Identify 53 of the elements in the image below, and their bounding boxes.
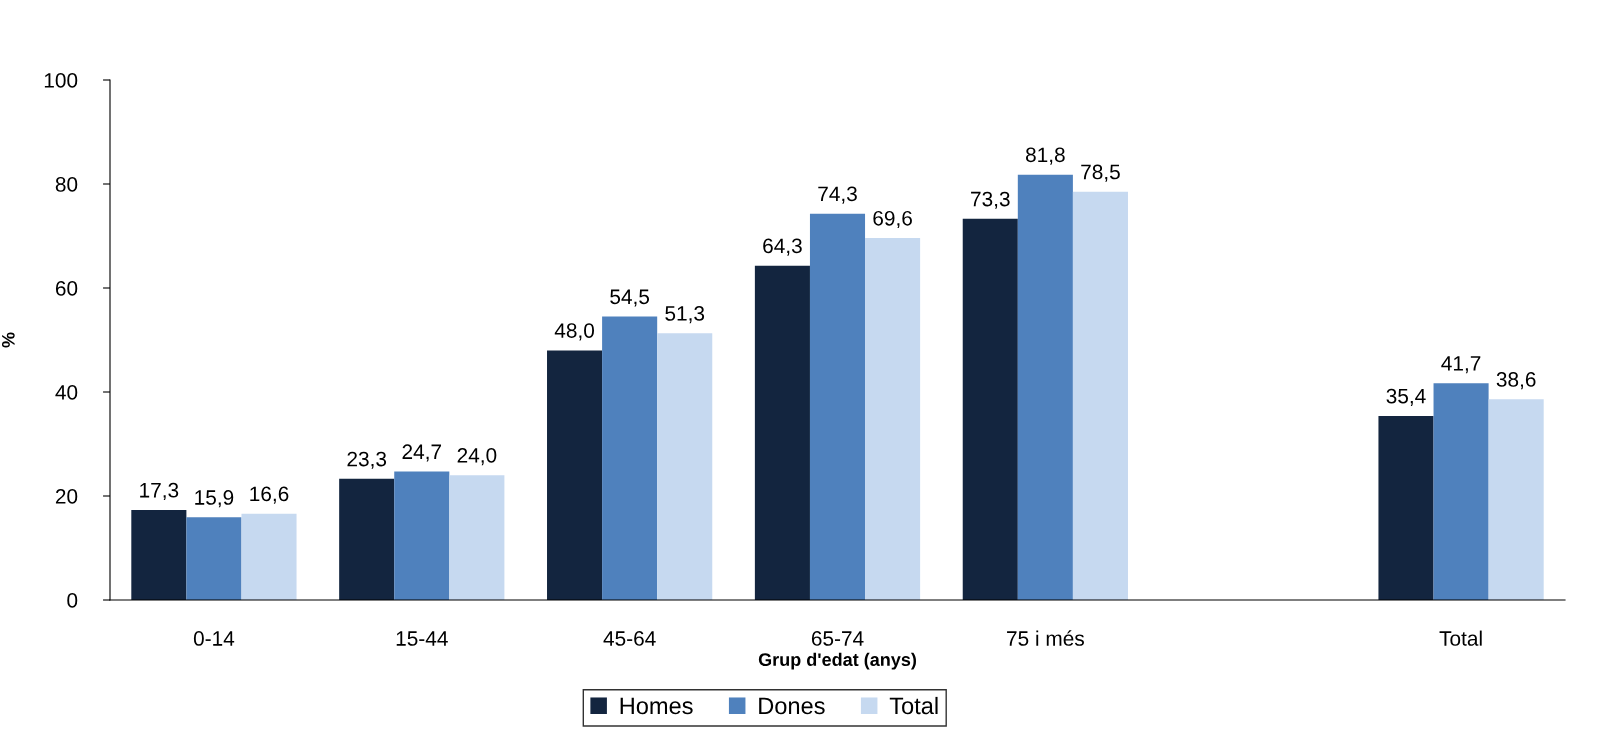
data-label: 17,3 [140, 482, 179, 501]
y-tick-label: 20 [55, 489, 78, 504]
y-tick-label: 40 [55, 385, 78, 400]
data-label: 23,3 [347, 451, 387, 469]
data-label: 24,7 [402, 444, 442, 462]
data-label: 16,6 [250, 486, 289, 504]
bar [449, 475, 505, 600]
data-label: 35,4 [1386, 388, 1426, 406]
y-axis-title: % [1, 332, 15, 348]
bar [241, 513, 297, 600]
data-label: 38,6 [1496, 372, 1536, 390]
x-axis-title: Grup d'edat (anys) [758, 652, 916, 670]
x-tick-label: 45-64 [603, 631, 656, 646]
data-label: 24,0 [457, 448, 497, 466]
bar [657, 333, 713, 600]
bar [1017, 174, 1073, 600]
x-tick-label: 75 i més [1007, 630, 1084, 646]
data-label: 81,8 [1025, 147, 1065, 165]
x-tick-label: 65-74 [811, 631, 864, 646]
bar [339, 478, 395, 600]
data-label: 15,9 [195, 490, 234, 508]
data-label: 54,5 [610, 289, 650, 307]
bar [1433, 383, 1489, 600]
x-tick-label: 15-44 [396, 631, 448, 646]
legend-label: Dones [759, 697, 825, 715]
x-tick-label: Total [1439, 630, 1482, 646]
y-tick-label: 80 [55, 177, 78, 192]
y-tick-label: 100 [44, 73, 78, 88]
bar [754, 265, 810, 600]
legend-label: Total [889, 696, 938, 715]
y-tick-label: 60 [55, 281, 78, 296]
data-label: 69,6 [873, 210, 912, 229]
bar [1378, 415, 1434, 600]
bar [809, 213, 866, 600]
data-label: 48,0 [554, 323, 595, 341]
legend-label: Homes [620, 697, 693, 715]
data-label: 74,3 [818, 186, 857, 204]
y-tick-label: 0 [67, 593, 78, 608]
bar [962, 218, 1018, 600]
bar [131, 510, 187, 600]
bar [865, 238, 921, 600]
bar [547, 350, 603, 600]
data-label: 51,3 [665, 306, 705, 324]
bar [1488, 399, 1544, 600]
x-tick-label: 0-14 [193, 631, 235, 646]
data-label: 41,7 [1441, 356, 1481, 374]
data-label: 64,3 [763, 238, 802, 256]
bar [602, 316, 658, 600]
data-label: 78,5 [1081, 164, 1120, 182]
data-label: 73,3 [971, 191, 1010, 209]
bar [394, 471, 450, 600]
bar [1072, 191, 1128, 600]
bar [186, 517, 242, 600]
